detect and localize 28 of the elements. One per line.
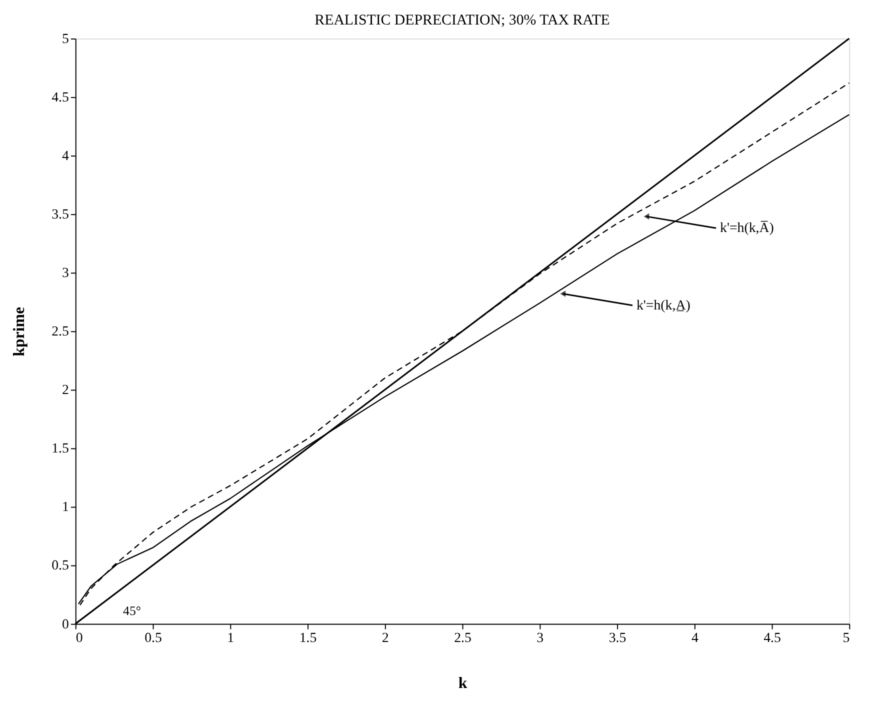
annotation: k'=h(k,A̅) xyxy=(720,220,774,236)
x-tick-label: 1.5 xyxy=(299,631,317,646)
x-tick-label: 3.5 xyxy=(608,631,626,646)
y-tick-label: 1 xyxy=(62,500,70,516)
y-tick-label: 4 xyxy=(62,149,70,164)
chart-title: REALISTIC DEPRECIATION; 30% TAX RATE xyxy=(314,12,610,29)
y-tick-label: 2 xyxy=(62,383,70,398)
x-tick-label: 4 xyxy=(691,631,698,646)
y-tick-label: 2.5 xyxy=(52,324,70,340)
x-tick-label: 4.5 xyxy=(764,631,782,646)
y-tick-label: 0.5 xyxy=(52,558,70,574)
annotation: k'=h(k,A̲) xyxy=(636,298,691,314)
x-tick-label: 1 xyxy=(227,631,234,646)
x-tick-label: 2.5 xyxy=(454,631,472,646)
y-tick-label: 5 xyxy=(62,32,70,47)
annotation: 45° xyxy=(123,604,142,618)
y-tick-label: 3 xyxy=(62,266,70,282)
y-tick-label: 4.5 xyxy=(52,90,70,106)
x-tick-label: 3 xyxy=(536,631,544,646)
x-tick-label: 2 xyxy=(382,631,389,646)
y-axis-title: kprime xyxy=(10,306,28,356)
x-tick-label: 0 xyxy=(76,631,83,646)
y-tick-label: 3.5 xyxy=(52,208,70,223)
y-tick-label: 0 xyxy=(62,617,70,632)
x-tick-label: 5 xyxy=(842,631,850,646)
x-tick-label: 0.5 xyxy=(144,631,162,646)
x-axis-title: k xyxy=(458,674,468,692)
y-tick-label: 1.5 xyxy=(52,442,70,457)
